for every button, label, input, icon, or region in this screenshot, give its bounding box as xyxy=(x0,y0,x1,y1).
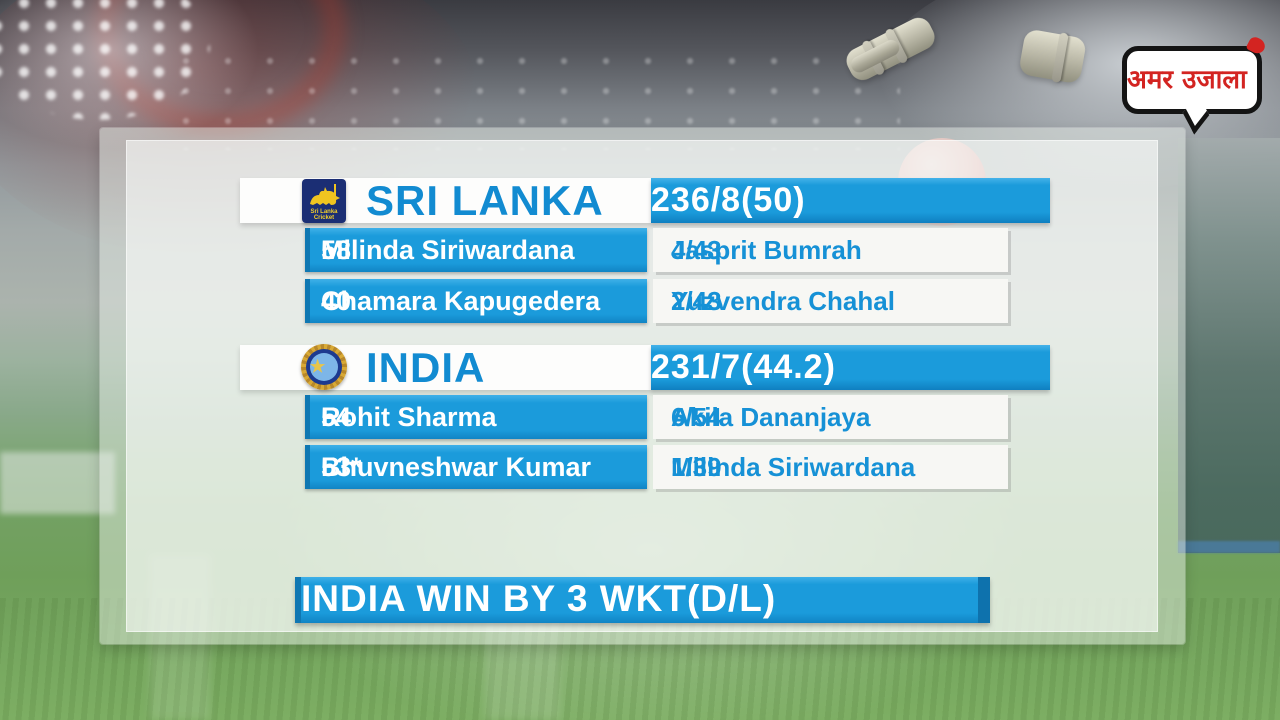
amar-ujala-logo: अमर उजाला xyxy=(1122,34,1268,135)
batter-row: Chamara Kapugedera 40 xyxy=(305,279,647,323)
bowler-row: Milinda Siriwardana 1/39 xyxy=(653,445,1008,489)
bowler-figures: 1/39 xyxy=(671,451,722,482)
bowler-name: Milinda Siriwardana xyxy=(671,451,916,482)
batter-name: Chamara Kapugedera xyxy=(321,285,601,316)
stadium-stands-right xyxy=(1178,138,1280,553)
sri-lanka-cricket-logo-caption: Sri Lanka Cricket xyxy=(310,209,338,221)
score-india: 231/7(44.2) xyxy=(651,348,836,386)
score-bar-india: 231/7(44.2) xyxy=(651,345,1050,390)
match-result-banner: INDIA WIN BY 3 WKT(D/L) xyxy=(295,577,990,623)
bowler-figures: 2/43 xyxy=(671,285,722,316)
speech-bubble: अमर उजाला xyxy=(1122,46,1262,114)
score-srilanka: 236/8(50) xyxy=(651,181,806,219)
batter-runs: 54 xyxy=(321,401,352,432)
bowler-row: Yuzvendra Chahal 2/43 xyxy=(653,279,1008,323)
bowler-row: Jasprit Bumrah 4/43 xyxy=(653,228,1008,272)
team-name-srilanka: SRI LANKA xyxy=(366,177,604,224)
bowler-name: Akila Dananjaya xyxy=(671,401,871,432)
batter-row: Bhuvneshwar Kumar 53* xyxy=(305,445,647,489)
bowler-row: Akila Dananjaya 6/54 xyxy=(653,395,1008,439)
batter-row: Rohit Sharma 54 xyxy=(305,395,647,439)
team-name-india: INDIA xyxy=(366,344,486,391)
batter-name: Milinda Siriwardana xyxy=(321,234,575,265)
bowler-name: Yuzvendra Chahal xyxy=(671,285,895,316)
batter-runs: 53* xyxy=(321,451,362,482)
bcci-star-icon: ★ xyxy=(310,357,326,376)
score-bar-srilanka: 236/8(50) xyxy=(651,178,1050,223)
batter-runs: 40 xyxy=(321,285,352,316)
bowler-figures: 4/43 xyxy=(671,234,722,265)
batter-name: Bhuvneshwar Kumar xyxy=(321,451,592,482)
sightscreen-band xyxy=(0,452,115,514)
stadium-lights-dots xyxy=(180,55,900,150)
lion-crest xyxy=(310,184,340,205)
bail-ridge xyxy=(1051,32,1069,84)
bowler-figures: 6/54 xyxy=(671,401,722,432)
bcci-logo-center: ★ xyxy=(310,353,338,381)
boundary-rope-line xyxy=(1178,541,1280,553)
batter-name: Rohit Sharma xyxy=(321,401,497,432)
batter-row: Milinda Siriwardana 58 xyxy=(305,228,647,272)
bcci-logo-icon: ★ xyxy=(301,344,347,390)
amar-ujala-logo-text: अमर उजाला xyxy=(1127,65,1247,95)
sri-lanka-cricket-logo-icon: Sri Lanka Cricket xyxy=(302,179,346,223)
bowler-name: Jasprit Bumrah xyxy=(671,234,862,265)
batter-runs: 58 xyxy=(321,234,352,265)
match-result-text: INDIA WIN BY 3 WKT(D/L) xyxy=(301,578,777,619)
